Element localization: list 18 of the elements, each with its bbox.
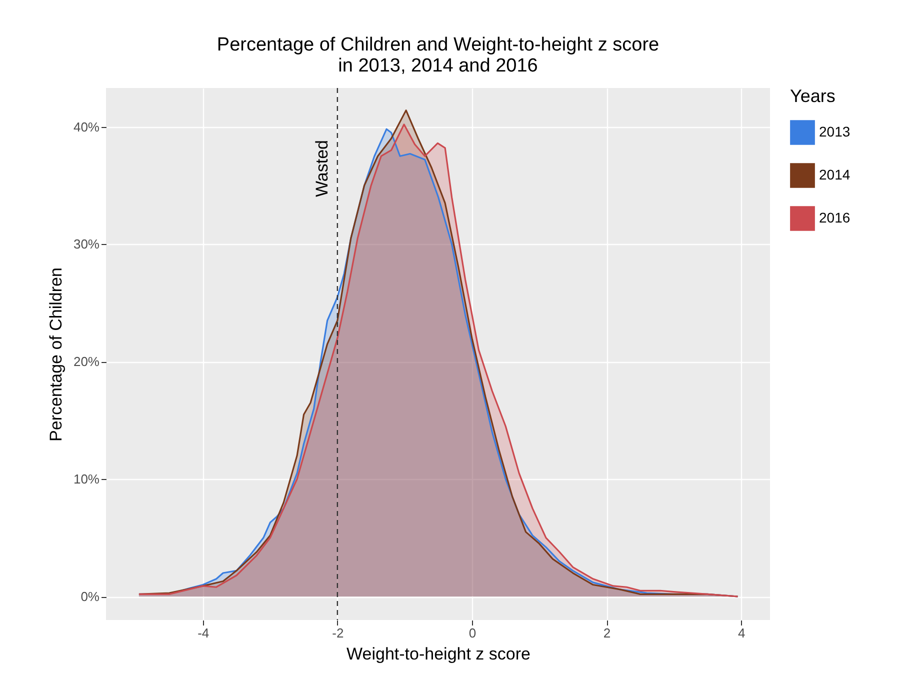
legend-label: 2013 [819,124,850,140]
ref-line-label: Wasted [312,140,332,198]
x-tick-label: 2 [603,626,611,640]
legend-title: Years [790,86,836,106]
y-tick-label: 40% [73,119,100,134]
x-tick-label: 0 [468,626,476,640]
x-tick-label: 4 [738,626,746,640]
y-axis-title: Percentage of Children [46,268,66,442]
x-axis-title: Weight-to-height z score [346,644,530,664]
y-tick-label: 20% [73,354,100,370]
x-tick-label: -4 [198,626,210,640]
x-tick-label: -2 [332,626,344,640]
y-tick-label: 10% [73,472,100,487]
chart-title: Percentage of Children and Weight-to-height z score in 2013, 2014 and 2016 [216,34,660,76]
legend-label: 2016 [819,210,850,226]
y-tick-label: 30% [73,236,100,252]
y-tick-label: 0% [80,589,100,604]
legend-label: 2014 [819,166,850,182]
